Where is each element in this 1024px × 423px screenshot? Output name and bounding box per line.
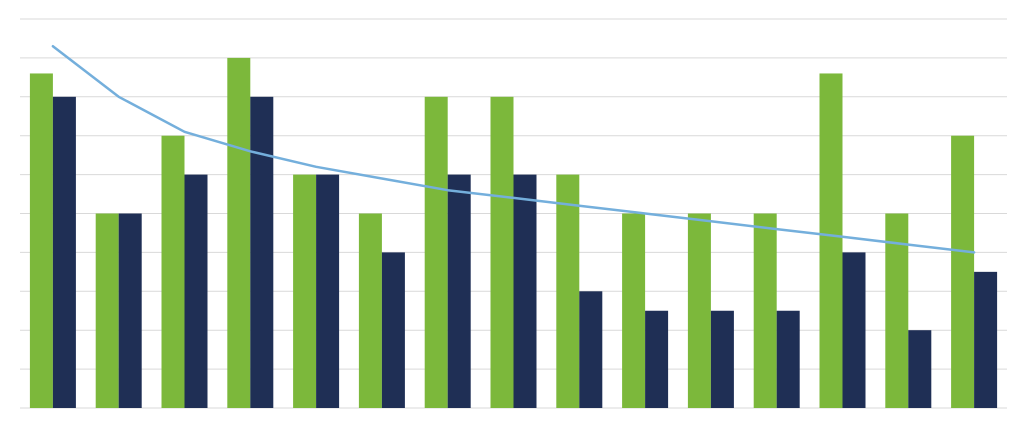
bar [424,96,448,409]
bar [447,174,471,408]
bar [622,213,646,408]
bar [358,213,382,408]
bar [184,174,208,408]
bar [513,174,537,408]
bar [908,330,932,408]
bar [490,96,514,409]
trend-line [51,44,976,254]
bar [250,96,274,409]
bar [579,291,603,408]
bar [381,252,405,408]
bar [52,96,76,409]
bar [556,174,580,408]
bar [645,310,669,408]
bar [974,271,998,408]
bar [885,213,909,408]
bar [227,57,251,409]
bar [95,213,119,408]
bar [161,135,185,408]
bar [316,174,340,408]
bar [710,310,734,408]
bar [842,252,866,408]
bar [951,135,975,408]
bar [687,213,711,408]
bar [29,73,53,409]
bar [753,213,777,408]
bar [293,174,317,408]
bar [118,213,142,408]
bar [776,310,800,408]
bar [819,73,843,409]
